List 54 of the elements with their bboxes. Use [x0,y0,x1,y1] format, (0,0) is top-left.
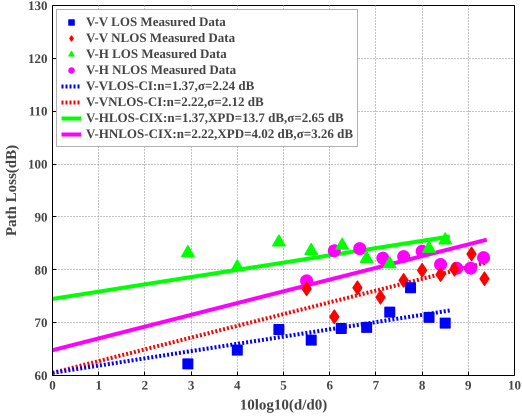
point [397,250,410,264]
point [477,251,490,264]
point [352,280,363,296]
point [384,306,396,318]
point [273,324,284,336]
point [301,281,312,296]
x-tick-label: 1 [95,378,102,392]
x-tick-label: 7 [372,378,380,392]
point [375,290,386,305]
point [416,262,428,278]
y-tick-label: 100 [28,156,48,172]
point [182,358,194,370]
legend-label: V-HLOS-CIX:n=1.37,XPD=13.7 dB,σ=2.65 dB [86,110,344,126]
point [232,344,243,356]
point [424,312,435,323]
point [376,252,390,265]
point [353,242,366,256]
y-tick-label: 120 [28,50,48,66]
point [479,271,490,286]
point [405,282,416,294]
legend-label: V-VLOS-CI:n=1.37,σ=2.24 dB [86,78,254,94]
point [336,322,347,334]
legend-label: V-V LOS Measured Data [86,14,226,30]
point [464,262,478,275]
x-tick-label: 3 [188,378,195,392]
x-tick-label: 6 [326,378,334,392]
legend-label: V-VNLOS-CI:n=2.22,σ=2.12 dB [86,94,264,110]
point [306,334,317,346]
point [440,318,451,329]
x-tick-label: 0 [49,378,56,392]
x-tick-label: 8 [418,378,426,392]
y-tick-label: 60 [34,368,48,383]
y-tick-label: 80 [34,262,48,278]
y-tick-label: 90 [34,209,48,224]
point [466,246,477,262]
legend-label: V-H LOS Measured Data [86,46,227,62]
legend-label: V-V NLOS Measured Data [86,30,236,46]
x-tick-label: 5 [280,378,288,392]
x-tick-label: 10 [508,378,521,392]
y-tick-label: 110 [28,104,48,119]
y-axis-title: Path Loss(dB) [4,144,20,236]
legend-label: V-HNLOS-CIX:n=2.22,XPD=4.02 dB,σ=3.26 dB [86,126,354,142]
x-axis-title: 10log10(d/d0) [240,398,328,414]
point [449,262,460,277]
x-tick-label: 4 [234,378,242,392]
point [435,267,446,282]
y-tick-label: 130 [28,0,48,13]
point [434,258,448,271]
x-tick-label: 2 [142,378,148,392]
y-tick-label: 70 [34,315,48,330]
x-tick-label: 9 [465,378,472,392]
legend-label: V-H NLOS Measured Data [86,62,236,78]
point [398,272,409,288]
point [361,322,372,333]
